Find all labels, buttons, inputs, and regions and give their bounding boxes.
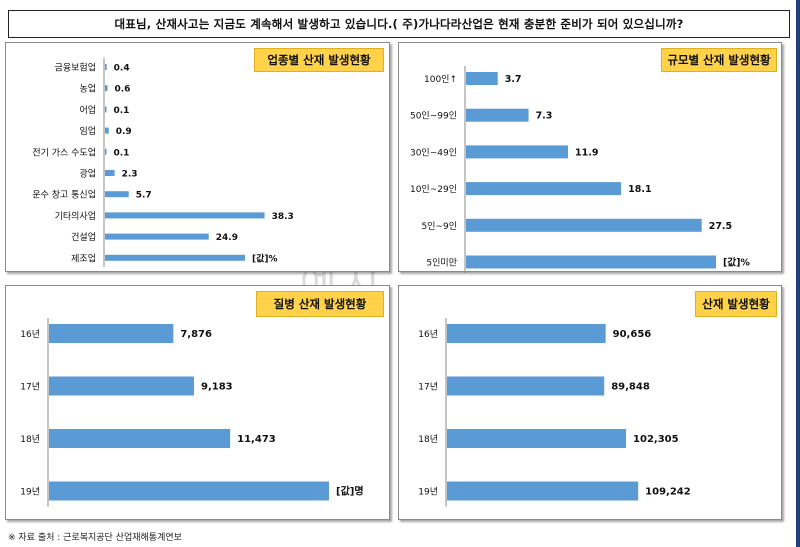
question-text: 대표님, 산재사고는 지금도 계속해서 발생하고 있습니다.( 주)가나다라산업… — [114, 17, 684, 31]
data-label: 0.1 — [114, 148, 130, 158]
data-label: 2.3 — [122, 170, 138, 180]
data-label: 11.9 — [575, 147, 598, 158]
category-label: 19년 — [418, 487, 438, 498]
bar — [447, 324, 606, 343]
bar — [105, 254, 245, 261]
data-label: 7,876 — [180, 329, 212, 340]
category-label: 19년 — [20, 487, 40, 498]
category-label: 기타의사업 — [55, 211, 96, 222]
data-label: 9,183 — [201, 382, 233, 393]
data-label: [값]% — [252, 252, 278, 264]
bar — [466, 255, 716, 269]
data-label: 38.3 — [272, 212, 294, 222]
size-chart-title: 규모별 산재 발생현황 — [661, 48, 777, 72]
category-label: 금융보험업 — [55, 63, 96, 74]
data-label: 7.3 — [536, 111, 553, 122]
bar — [49, 429, 231, 448]
disease-bar-chart: 16년 7,876 17년 9,183 18년 11,473 19년 [값]명 — [20, 318, 364, 507]
bar — [105, 127, 109, 134]
data-label: 27.5 — [709, 221, 732, 232]
bar — [447, 429, 627, 448]
category-label: 100인↑ — [424, 74, 457, 85]
data-label: 0.4 — [114, 64, 130, 74]
category-label: 운수 창고 통신업 — [32, 190, 96, 201]
category-label: 광업 — [79, 168, 96, 180]
bar — [466, 218, 702, 232]
bar — [49, 324, 174, 343]
bar — [105, 85, 108, 92]
category-label: 농업 — [79, 84, 96, 95]
category-label: 5인미만 — [426, 258, 457, 269]
bar — [49, 481, 329, 501]
category-label: 17년 — [418, 382, 438, 393]
category-label: 제조업 — [71, 253, 96, 264]
data-label: 3.7 — [505, 74, 522, 85]
category-label: 16년 — [418, 329, 438, 340]
data-label: 11,473 — [237, 434, 276, 445]
bar — [105, 233, 209, 240]
category-label: 임업 — [79, 125, 96, 137]
accident-chart-title: 산재 발생현황 — [695, 291, 777, 317]
bar — [105, 148, 107, 155]
category-label: 50인~99인 — [410, 111, 457, 122]
industry-chart-title: 업종별 산재 발생현황 — [254, 48, 384, 72]
category-label: 10인~29인 — [410, 184, 457, 195]
data-label: 102,305 — [633, 434, 679, 445]
industry-bar-chart: 금융보험업 0.4 농업 0.6 어업 0.1 임업 0.9 전기 가스 수도업 0.1 광업 2.3… — [32, 58, 294, 267]
category-label: 5인~9인 — [421, 221, 457, 232]
category-label: 전기 가스 수도업 — [32, 147, 96, 158]
data-label: 0.1 — [114, 106, 130, 116]
bar — [447, 481, 639, 501]
data-label: [값]% — [723, 257, 750, 269]
bar — [447, 376, 605, 396]
bar — [105, 106, 107, 113]
data-label: 18.1 — [628, 184, 651, 195]
category-label: 30인~49인 — [410, 147, 457, 158]
category-label: 17년 — [20, 382, 40, 393]
data-label: 24.9 — [216, 233, 238, 243]
category-label: 16년 — [20, 329, 40, 340]
category-label: 18년 — [418, 434, 438, 445]
industry-chart-panel: 업종별 산재 발생현황 금융보험업 0.4 농업 0.6 어업 0.1 임업 0.9 전기 가스… — [5, 42, 390, 272]
bar — [466, 145, 568, 159]
bar — [105, 191, 129, 198]
bar — [105, 64, 107, 70]
bar — [105, 170, 115, 176]
source-note: ※ 자료 출처 : 근로복지공단 산업재해통계연보 — [8, 533, 182, 543]
data-label: 0.6 — [115, 85, 131, 95]
data-label: 5.7 — [136, 191, 152, 201]
bar — [49, 376, 194, 396]
data-label: 89,848 — [611, 382, 650, 393]
right-edge-strip — [796, 0, 800, 547]
category-label: 18년 — [20, 434, 40, 445]
accident-chart-panel: 산재 발생현황 16년 90,656 17년 89,848 18년 102,305 19년 1… — [398, 285, 782, 520]
question-banner: 대표님, 산재사고는 지금도 계속해서 발생하고 있습니다.( 주)가나다라산업… — [8, 10, 790, 38]
disease-chart-panel: 질병 산재 발생현황 16년 7,876 17년 9,183 18년 11,473 19년 [… — [5, 285, 390, 520]
bar — [466, 108, 529, 122]
accident-bar-chart: 16년 90,656 17년 89,848 18년 102,305 19년 109,242 — [418, 318, 691, 507]
data-label: [값]명 — [336, 485, 364, 498]
category-label: 건설업 — [71, 232, 96, 243]
data-label: 109,242 — [645, 487, 691, 498]
data-label: 90,656 — [613, 329, 652, 340]
bar — [105, 212, 265, 219]
category-label: 어업 — [79, 105, 96, 116]
size-bar-chart: 100인↑ 3.7 50인~99인 7.3 30인~49인 11.9 10인~29인 18.1… — [410, 66, 750, 273]
bar — [466, 182, 622, 196]
disease-chart-title: 질병 산재 발생현황 — [256, 291, 384, 317]
data-label: 0.9 — [116, 127, 132, 137]
bar — [466, 72, 498, 85]
size-chart-panel: 규모별 산재 발생현황 100인↑ 3.7 50인~99인 7.3 30인~49인 11.… — [398, 42, 782, 273]
